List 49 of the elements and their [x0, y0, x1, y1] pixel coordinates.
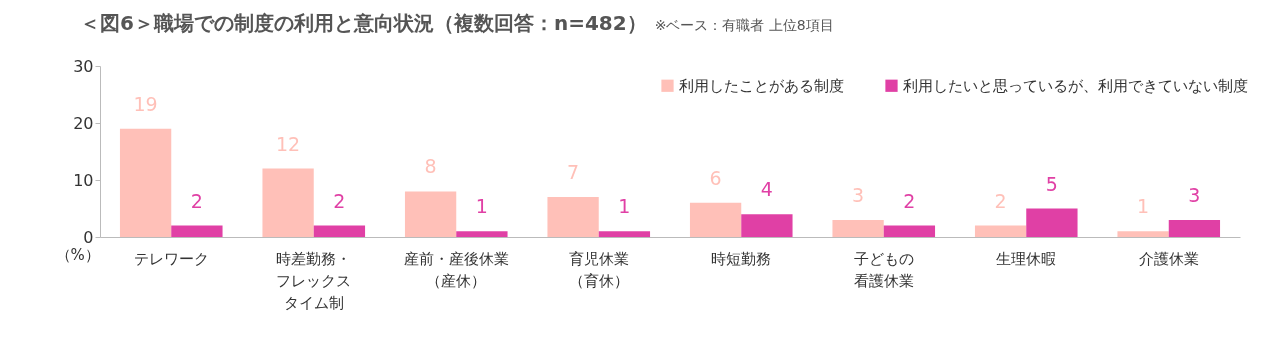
x-tick-label: 産前・産後休業（産休） [403, 249, 509, 290]
data-label: 4 [760, 178, 773, 201]
y-axis-title: （%） [55, 245, 100, 264]
bar [262, 168, 314, 237]
x-tick-label: 介護休業 [1138, 249, 1199, 268]
data-label: 3 [852, 183, 865, 206]
bar [404, 191, 457, 237]
y-tick-label: 10 [73, 170, 94, 190]
x-tick-label: 時短勤務 [711, 249, 772, 268]
data-label: 1 [1137, 195, 1150, 218]
data-label: 2 [333, 189, 346, 212]
data-label: 1 [618, 195, 631, 218]
x-tick-label: 生理休暇 [996, 249, 1057, 268]
data-label: 12 [276, 132, 301, 155]
x-tick-label: 子どもの看護休業 [853, 249, 914, 290]
bar [1026, 208, 1078, 237]
chart-subtitle: ※ベース：有職者 上位8項目 [654, 17, 834, 33]
data-label: 19 [133, 92, 158, 115]
bar [1117, 231, 1169, 237]
y-tick-label: 0 [83, 227, 94, 247]
bar [1168, 219, 1221, 237]
data-label: 3 [1188, 183, 1201, 206]
bar [598, 231, 651, 237]
bar [119, 128, 172, 237]
bar [741, 214, 793, 237]
bar [832, 219, 884, 237]
legend-label: 利用したことがある制度 [679, 76, 844, 95]
y-tick-label: 20 [73, 113, 94, 133]
bar [974, 225, 1027, 237]
data-label: 8 [424, 155, 437, 178]
bar [313, 225, 366, 237]
x-tick-label: 育児休業（育休） [568, 249, 629, 290]
bar [689, 202, 742, 237]
y-tick-label: 30 [73, 56, 94, 76]
data-label: 6 [709, 166, 722, 189]
data-label: 2 [190, 189, 203, 212]
x-tick-label: テレワーク [133, 249, 209, 268]
x-tick-label: 時差勤務・フレックスタイム制 [276, 249, 352, 312]
bar [547, 197, 599, 237]
data-label: 2 [903, 189, 916, 212]
bar [171, 225, 223, 237]
data-label: 5 [1045, 172, 1058, 195]
data-label: 7 [567, 161, 580, 184]
bar [883, 225, 936, 237]
data-label: 2 [994, 189, 1007, 212]
legend-label: 利用したいと思っているが、利用できていない制度 [903, 76, 1248, 95]
bar [456, 231, 508, 237]
chart-title: ＜図6＞職場での制度の利用と意向状況（複数回答：n=482） [80, 11, 647, 35]
data-label: 1 [475, 195, 488, 218]
